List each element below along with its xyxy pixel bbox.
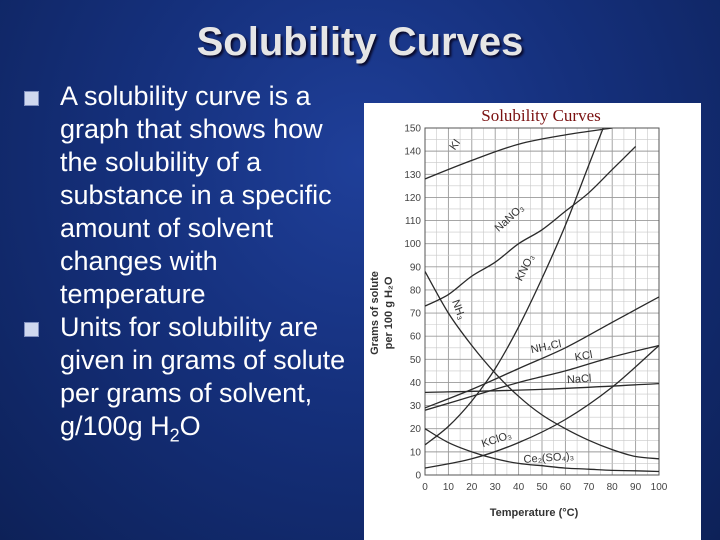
y-tick-label: 120 <box>404 193 421 204</box>
chart-grid <box>424 127 660 476</box>
x-tick-label: 20 <box>466 482 478 493</box>
bullet-subscript: 2 <box>169 425 180 446</box>
square-bullet-icon <box>24 322 39 337</box>
y-tick-label: 140 <box>404 147 421 158</box>
x-tick-label: 40 <box>513 482 525 493</box>
y-tick-label: 150 <box>404 124 421 135</box>
curve-ki <box>425 128 613 180</box>
curve-kclo3 <box>425 345 659 469</box>
curve-nh3 <box>425 271 659 460</box>
curve-label: KCl <box>574 349 594 364</box>
axis-ticks: 0 10 20 30 40 50 60 70 80 90 100 0 10 20 30 40 50 60 70 80 9… <box>404 124 667 494</box>
y-tick-label: 20 <box>410 424 422 435</box>
square-bullet-icon <box>24 91 39 106</box>
y-tick-label: 70 <box>410 309 422 320</box>
curve-nano3 <box>425 146 637 307</box>
y-tick-label: 60 <box>410 332 422 343</box>
y-tick-label: 30 <box>410 401 422 412</box>
chart-curves <box>425 128 659 473</box>
y-tick-label: 90 <box>410 262 422 273</box>
y-tick-label: 130 <box>404 170 421 181</box>
slide-title: Solubility Curves <box>196 20 524 64</box>
y-tick-label: 0 <box>415 471 421 482</box>
chart-title: Solubility Curves <box>481 106 600 125</box>
y-tick-label: 40 <box>410 378 422 389</box>
curve-ce2so43 <box>425 428 659 473</box>
x-tick-label: 0 <box>422 482 428 493</box>
bullet-definition: A solubility curve is a graph that shows… <box>18 80 353 311</box>
curve-label: NaNO₃ <box>493 202 527 234</box>
x-tick-label: 10 <box>443 482 455 493</box>
x-tick-label: 50 <box>536 482 548 493</box>
bullet-list: A solubility curve is a graph that shows… <box>18 80 353 452</box>
y-axis-title-line2: per 100 g H₂O <box>383 276 395 349</box>
plot-frame <box>424 127 660 476</box>
chart-panel <box>364 103 701 540</box>
x-tick-label: 90 <box>630 482 642 493</box>
x-tick-label: 60 <box>560 482 572 493</box>
bullet-text: Units for solubility are given in grams … <box>60 312 346 441</box>
x-tick-label: 80 <box>607 482 619 493</box>
solubility-chart: Solubility Curves 0 10 20 30 40 50 60 70 80 90 100… <box>369 106 668 519</box>
curve-label: Ce₂(SO₄)₃ <box>523 450 574 465</box>
y-tick-label: 110 <box>405 216 421 227</box>
y-axis-title-line1: Grams of solute <box>369 271 381 355</box>
curve-nacl <box>425 382 659 394</box>
x-axis-title: Temperature (°C) <box>490 507 579 519</box>
y-tick-label: 10 <box>410 447 422 458</box>
x-tick-label: 70 <box>583 482 595 493</box>
x-tick-label: 100 <box>651 482 668 493</box>
curve-label: NH₄Cl <box>530 338 563 356</box>
bullet-units: Units for solubility are given in grams … <box>18 311 353 452</box>
curve-kno3 <box>425 128 604 446</box>
bullet-text-end: O <box>179 411 201 441</box>
bullet-text: A solubility curve is a graph that shows… <box>60 81 332 309</box>
y-tick-label: 80 <box>410 285 422 296</box>
curve-label: NaCl <box>567 373 592 387</box>
curve-kcl <box>425 344 659 411</box>
y-tick-label: 100 <box>404 239 421 250</box>
y-tick-label: 50 <box>410 355 422 366</box>
x-tick-label: 30 <box>490 482 502 493</box>
